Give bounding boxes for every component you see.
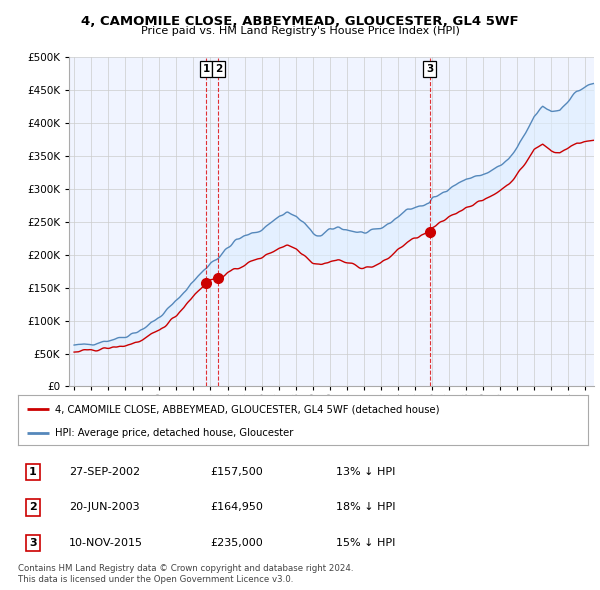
Text: This data is licensed under the Open Government Licence v3.0.: This data is licensed under the Open Gov… xyxy=(18,575,293,584)
Text: Contains HM Land Registry data © Crown copyright and database right 2024.: Contains HM Land Registry data © Crown c… xyxy=(18,565,353,573)
Text: 1: 1 xyxy=(29,467,37,477)
Text: HPI: Average price, detached house, Gloucester: HPI: Average price, detached house, Glou… xyxy=(55,428,293,438)
Text: 3: 3 xyxy=(29,538,37,548)
Text: 1: 1 xyxy=(203,64,210,74)
Text: £157,500: £157,500 xyxy=(210,467,263,477)
Text: 27-SEP-2002: 27-SEP-2002 xyxy=(69,467,140,477)
Text: 2: 2 xyxy=(215,64,222,74)
Text: 20-JUN-2003: 20-JUN-2003 xyxy=(69,503,140,512)
Text: 3: 3 xyxy=(426,64,433,74)
Text: 4, CAMOMILE CLOSE, ABBEYMEAD, GLOUCESTER, GL4 5WF: 4, CAMOMILE CLOSE, ABBEYMEAD, GLOUCESTER… xyxy=(81,15,519,28)
Text: £164,950: £164,950 xyxy=(210,503,263,512)
Text: 4, CAMOMILE CLOSE, ABBEYMEAD, GLOUCESTER, GL4 5WF (detached house): 4, CAMOMILE CLOSE, ABBEYMEAD, GLOUCESTER… xyxy=(55,404,440,414)
Text: 2: 2 xyxy=(29,503,37,512)
Text: 18% ↓ HPI: 18% ↓ HPI xyxy=(336,503,395,512)
Text: Price paid vs. HM Land Registry's House Price Index (HPI): Price paid vs. HM Land Registry's House … xyxy=(140,26,460,36)
Text: 10-NOV-2015: 10-NOV-2015 xyxy=(69,538,143,548)
Text: £235,000: £235,000 xyxy=(210,538,263,548)
Text: 13% ↓ HPI: 13% ↓ HPI xyxy=(336,467,395,477)
Text: 15% ↓ HPI: 15% ↓ HPI xyxy=(336,538,395,548)
